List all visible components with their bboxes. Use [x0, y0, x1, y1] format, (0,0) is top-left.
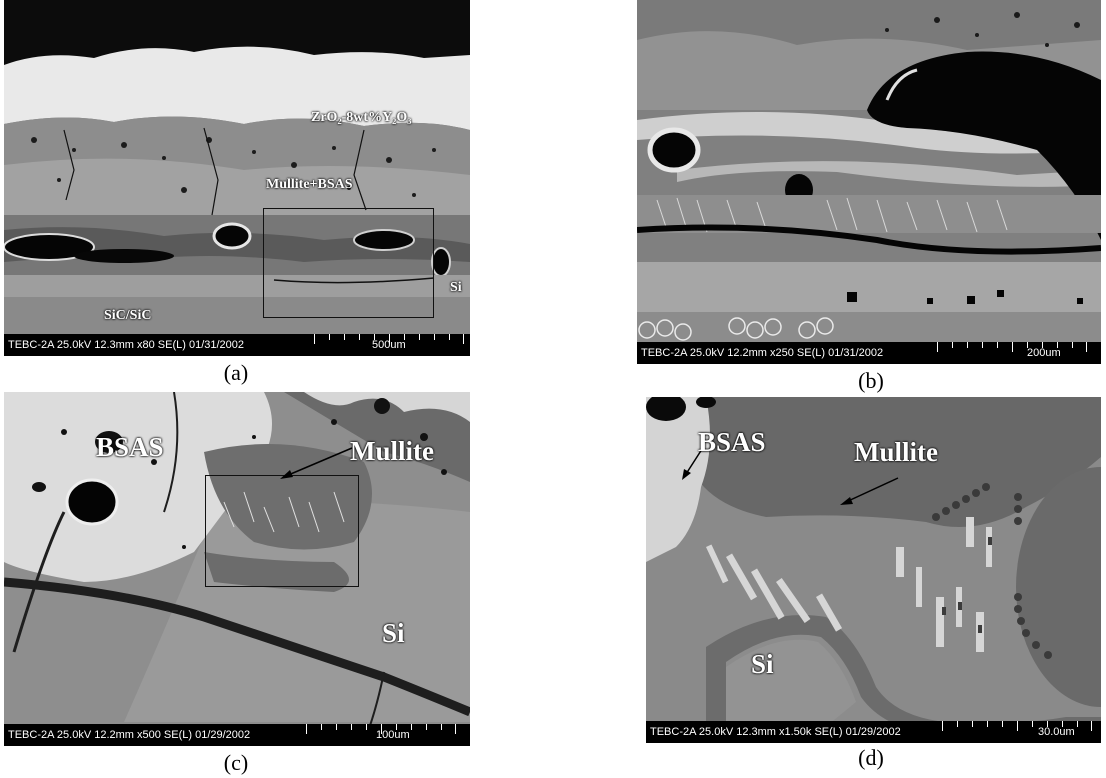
- sem-info-bar: TEBC-2A 25.0kV 12.3mm x80 SE(L) 01/31/20…: [4, 334, 470, 356]
- sem-metadata: TEBC-2A 25.0kV 12.2mm x250 SE(L) 01/31/2…: [641, 347, 884, 359]
- micrograph-d-image: [646, 397, 1101, 743]
- label-si: Si: [751, 649, 774, 679]
- scale-bar-ticks: [937, 342, 1087, 352]
- scale-bar-ticks: [314, 334, 464, 344]
- micrograph-b-image: [637, 0, 1101, 364]
- caption-a: (a): [223, 360, 249, 385]
- micrograph-c-image: [4, 392, 470, 746]
- sem-metadata: TEBC-2A 25.0kV 12.3mm x1.50k SE(L) 01/29…: [650, 726, 901, 738]
- sem-metadata: TEBC-2A 25.0kV 12.2mm x500 SE(L) 01/29/2…: [8, 729, 251, 741]
- label-si: Si: [382, 618, 405, 648]
- micrograph-a: ZrO₂-8wt%Y₂O₃ Mullite+BSAS Si SiC/SiC TE…: [4, 0, 470, 356]
- arrow-mullite: [840, 477, 899, 505]
- arrow-mullite: [280, 447, 353, 479]
- region-of-interest-box: [205, 475, 359, 587]
- scale-bar-label: 100um: [376, 729, 410, 741]
- caption-d: (d): [858, 745, 884, 770]
- sem-info-bar: TEBC-2A 25.0kV 12.2mm x250 SE(L) 01/31/2…: [637, 342, 1101, 364]
- scale-bar-label: 30.0um: [1038, 726, 1075, 738]
- scale-bar-label: 200um: [1027, 347, 1061, 359]
- label-si: Si: [450, 280, 462, 295]
- sem-metadata: TEBC-2A 25.0kV 12.3mm x80 SE(L) 01/31/20…: [8, 339, 245, 351]
- micrograph-b: TEBC-2A 25.0kV 12.2mm x250 SE(L) 01/31/2…: [637, 0, 1101, 364]
- label-mullite: Mullite: [350, 436, 434, 466]
- label-sic-sic: SiC/SiC: [104, 308, 152, 323]
- scale-bar-ticks: [942, 721, 1092, 731]
- micrograph-c: BSAS Mullite Si TEBC-2A 25.0kV 12.2mm x5…: [4, 392, 470, 746]
- scale-bar-label: 500um: [372, 339, 406, 351]
- micrograph-d: BSAS Mullite Si TEBC-2A 25.0kV 12.3mm x1…: [646, 397, 1101, 743]
- micrograph-a-image: [4, 0, 470, 356]
- sem-info-bar: TEBC-2A 25.0kV 12.3mm x1.50k SE(L) 01/29…: [646, 721, 1101, 743]
- sem-info-bar: TEBC-2A 25.0kV 12.2mm x500 SE(L) 01/29/2…: [4, 724, 470, 746]
- caption-b: (b): [858, 368, 884, 393]
- scale-bar-ticks: [306, 724, 456, 734]
- arrow-bsas: [682, 445, 705, 480]
- caption-c: (c): [223, 750, 249, 775]
- label-bsas: BSAS: [698, 427, 766, 457]
- label-mullite-bsas: Mullite+BSAS: [266, 177, 353, 192]
- region-of-interest-box: [263, 208, 434, 318]
- label-zro2-ysz: ZrO₂-8wt%Y₂O₃: [311, 110, 412, 125]
- label-mullite: Mullite: [854, 437, 938, 467]
- label-bsas: BSAS: [96, 432, 164, 462]
